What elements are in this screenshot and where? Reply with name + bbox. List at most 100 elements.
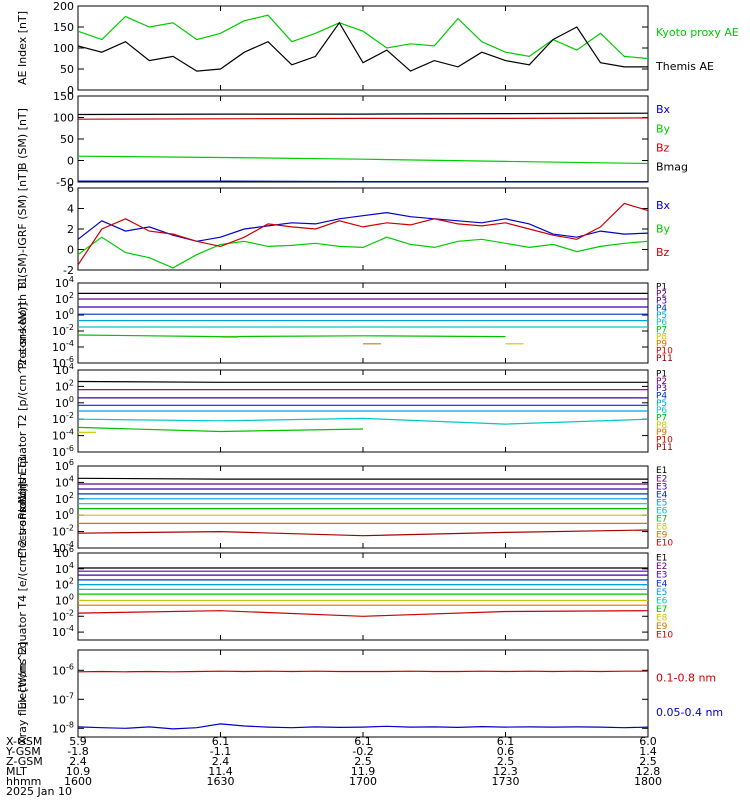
y-tick-label: 0 xyxy=(67,84,74,97)
time-axis-value: 1700 xyxy=(349,775,377,788)
panel-frame xyxy=(77,282,649,364)
time-axis-value: 6.1 xyxy=(354,735,372,748)
legend-entry: 0.05-0.4 nm xyxy=(656,706,723,719)
time-axis-value: 2.5 xyxy=(639,755,657,768)
legend-entry: E10 xyxy=(656,539,673,549)
legend-entry: P4 xyxy=(656,304,667,314)
panel-frame xyxy=(77,5,649,91)
legend-entry: E9 xyxy=(656,531,668,541)
y-tick-label: 104 xyxy=(55,275,74,290)
time-axis-value: 6.1 xyxy=(212,735,230,748)
y-axis-title: Xray flux [W/m^2] xyxy=(16,642,29,745)
y-tick-label: 2 xyxy=(67,223,74,236)
time-axis-row-label: Y-GSM xyxy=(5,745,41,758)
y-tick-label: 100 xyxy=(53,42,74,55)
panel-frame xyxy=(77,552,649,641)
legend-entry: By xyxy=(656,223,671,236)
time-axis-value: -0.2 xyxy=(352,745,373,758)
time-axis-value: 2.5 xyxy=(497,755,515,768)
legend-entry: E5 xyxy=(656,588,667,598)
legend-entry: Bmag xyxy=(656,161,688,174)
y-tick-label: 10-2 xyxy=(52,323,74,338)
y-tick-label: 106 xyxy=(55,458,74,473)
time-axis-value: 5.9 xyxy=(69,735,87,748)
y-axis-title: B (SM)-IGRF (SM) [nT] xyxy=(16,169,29,289)
legend-entry: P8 xyxy=(656,421,667,431)
time-axis-value: 6.0 xyxy=(639,735,657,748)
legend-entry: P3 xyxy=(656,384,667,394)
y-tick-label: 0 xyxy=(67,155,74,168)
time-axis-value: 2.4 xyxy=(69,755,87,768)
series-line-kyoto-proxy-ae xyxy=(77,14,649,60)
y-tick-label: 150 xyxy=(53,21,74,34)
y-tick-label: 200 xyxy=(53,0,74,13)
y-tick-label: 102 xyxy=(55,291,74,306)
legend-entry: P2 xyxy=(656,377,667,387)
legend-entry: E8 xyxy=(656,523,668,533)
series-line-bz xyxy=(77,117,649,120)
time-axis-value: 1.4 xyxy=(639,745,657,758)
y-tick-label: 104 xyxy=(55,362,74,377)
y-tick-label: 104 xyxy=(55,474,74,489)
legend-entry: P7 xyxy=(656,325,667,335)
y-tick-label: 100 xyxy=(55,507,74,522)
legend-entry: P5 xyxy=(656,311,667,321)
time-axis-value: 12.3 xyxy=(493,765,518,778)
y-tick-label: 10-2 xyxy=(52,411,74,426)
legend-entry: Bx xyxy=(656,103,671,116)
time-axis-value: 0.6 xyxy=(497,745,515,758)
y-tick-label: 10-8 xyxy=(52,720,74,735)
legend-entry: P4 xyxy=(656,392,667,402)
y-tick-label: 10-6 xyxy=(52,355,74,370)
time-axis-value: 1630 xyxy=(207,775,235,788)
y-tick-label: 10-2 xyxy=(52,608,74,623)
time-axis-row-label: hhmm xyxy=(6,775,41,788)
series-line-p1 xyxy=(77,380,648,383)
legend-entry: E7 xyxy=(656,514,667,524)
legend-entry: P11 xyxy=(656,443,673,453)
legend-entry: E4 xyxy=(656,579,668,589)
time-axis-value: -1.8 xyxy=(67,745,88,758)
legend-entry: By xyxy=(656,122,671,135)
y-tick-label: 10-6 xyxy=(52,662,74,677)
legend-entry: Bz xyxy=(656,246,670,259)
legend-entry: P5 xyxy=(656,399,667,409)
y-tick-label: 10-4 xyxy=(52,540,74,555)
panel-frame xyxy=(77,187,649,271)
panel-3: -2 0 2 4 6 B (SM)-IGRF (SM) [nT] Bx By Bz xyxy=(16,169,671,289)
series-line-themis-ae xyxy=(77,21,648,72)
y-tick-label: 10-4 xyxy=(52,339,74,354)
time-axis-value: 1800 xyxy=(634,775,662,788)
time-axis-value: 6.1 xyxy=(497,735,515,748)
series-line-p7 xyxy=(77,334,506,338)
y-tick-label: 100 xyxy=(55,395,74,410)
legend-entry: E9 xyxy=(656,622,668,632)
y-axis-title: Protons Equator T2 [p/(cm^2-s-sr-keV)] xyxy=(16,303,29,520)
time-axis-value: 12.8 xyxy=(636,765,661,778)
legend-entry: P10 xyxy=(656,347,673,357)
legend-entry: E2 xyxy=(656,562,667,572)
y-axis-title: B (SM) [nT] xyxy=(16,108,29,170)
legend-entry: E6 xyxy=(656,506,668,516)
legend-entry: E6 xyxy=(656,596,668,606)
legend-entry: Themis AE xyxy=(655,60,714,73)
time-axis-value: 10.9 xyxy=(66,765,91,778)
legend-entry: P9 xyxy=(656,428,667,438)
series-line-bx xyxy=(78,180,648,183)
panel-2: -50 0 50 100 150 B (SM) [nT] Bx By Bz Bmag xyxy=(16,90,688,189)
y-tick-label: 102 xyxy=(55,577,74,592)
legend-entry: P8 xyxy=(656,332,667,342)
legend-entry: P1 xyxy=(656,370,667,380)
y-axis-title: Electrons Equator T4 [e/(cm^2-s-sr-keV)] xyxy=(16,483,29,709)
series-line-e10 xyxy=(77,529,649,537)
y-tick-label: 50 xyxy=(60,133,74,146)
legend-entry: P2 xyxy=(656,290,667,300)
time-axis-value: 2.5 xyxy=(354,755,372,768)
legend-entry: Bz xyxy=(656,141,670,154)
series-line-p7 xyxy=(77,426,364,433)
legend-entry: E1 xyxy=(656,554,667,564)
